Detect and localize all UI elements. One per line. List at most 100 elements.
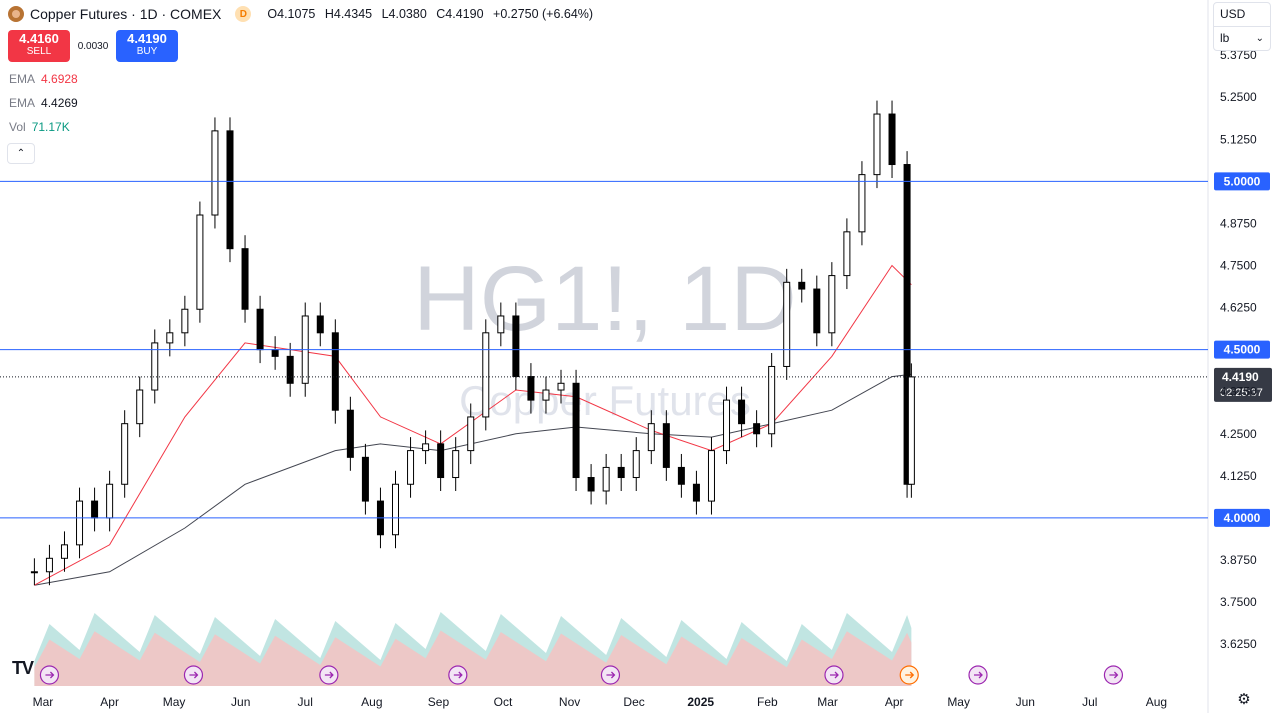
time-tick-label: Jul [298,695,313,709]
collapse-indicators-button[interactable]: ⌃ [7,143,35,164]
level-tag [1214,508,1270,527]
buy-button[interactable]: 4.4190 BUY [116,30,178,62]
time-tick-label: May [947,695,970,709]
settings-gear-icon[interactable]: ⚙ [1237,691,1251,708]
price-tick-label: 5.1250 [1220,132,1257,146]
time-axis: Mar Apr May Jun Jul Aug Sep Oct Nov Dec 2025 Feb Mar… [33,695,1167,709]
price-candle [843,231,851,277]
time-tick-label: Aug [1146,695,1167,709]
indicator-ema-slow[interactable]: EMA 4.4269 [9,96,78,110]
event-arrow-icon [974,671,983,679]
time-tick-label: Aug [361,695,382,709]
indicator-ema-fast[interactable]: EMA 4.6928 [9,72,78,86]
price-candle [151,342,159,391]
price-tick-label: 4.2500 [1220,427,1257,441]
high-value: 4.4345 [333,7,373,21]
change-value: +0.2750 (+6.64%) [493,7,594,21]
trade-panel: 4.4160 SELL 0.0030 4.4190 BUY [8,30,178,62]
time-tick-label: Jun [1016,695,1035,709]
time-tick-label: Apr [885,695,904,709]
volume-area [34,612,912,686]
volume-down-area [34,630,912,686]
price-candle [873,113,881,176]
price-candle [241,248,249,310]
last-price-label: 4.4190 [1222,370,1259,384]
price-candle [617,466,625,479]
time-tick-label: Mar [33,695,54,709]
event-arrow-icon [189,671,199,679]
last-price-tag [1214,367,1272,402]
indicator-value: 4.4269 [41,96,78,110]
price-candle [888,113,896,166]
price-tick-label: 4.1250 [1220,469,1257,483]
buy-price: 4.4190 [127,31,167,46]
price-candle [768,365,776,435]
price-candle [738,399,746,425]
indicator-name: EMA [9,72,36,86]
event-arrow-icon [324,671,334,679]
copper-logo-icon [8,6,24,22]
price-candle [196,214,204,310]
price-candle [813,288,821,334]
price-candle [166,332,174,344]
low-label: L [381,7,389,21]
level-tag [1214,172,1270,191]
price-tick-label: 4.8750 [1220,216,1257,230]
unit-value: lb [1220,31,1230,45]
event-arrow-icon [45,671,55,679]
time-tick-label: Mar [817,695,838,709]
sell-button[interactable]: 4.4160 SELL [8,30,70,62]
price-candle [542,389,550,401]
price-candle [907,376,915,485]
price-candle [407,450,415,485]
event-arrow-icon [453,671,463,679]
price-candle [467,416,475,452]
price-candle [452,450,460,479]
close-label: C [436,7,446,21]
time-tick-label: Jul [1082,695,1097,709]
price-candle [316,315,324,334]
price-candle [602,466,610,492]
price-candle [256,308,264,351]
symbol-title[interactable]: Copper Futures · 1D · COMEX [30,6,222,22]
time-tick-label: Oct [494,695,513,709]
watermark-symbol: HG1!, 1D [413,248,796,350]
price-candle [331,332,339,411]
price-candle [632,450,640,479]
price-candle [527,376,535,401]
price-tick-label: 3.8750 [1220,553,1257,567]
unit-select[interactable]: lb ⌄ [1214,26,1270,50]
time-tick-label: May [163,695,186,709]
close-value: 4.4190 [445,7,484,21]
chevron-down-icon: ⌄ [1255,33,1264,44]
price-candle [512,315,520,378]
price-candle [121,423,129,485]
price-candle [271,349,279,357]
price-candle [828,275,836,334]
indicator-volume[interactable]: Vol 71.17K [9,120,70,134]
price-candle [76,500,84,546]
event-arrow-icon [1109,671,1119,679]
watermark-name: Copper Futures [459,377,751,424]
currency-select[interactable]: USD [1214,3,1270,26]
price-tick-label: 3.7500 [1220,595,1257,609]
price-candle [211,130,219,216]
open-label: O [267,7,278,21]
price-candle [361,456,369,502]
time-tick-label: Sep [428,695,450,709]
ohlc-values: O4.1075 H4.4345 L4.0380 C4.4190 +0.2750 … [267,7,593,21]
buy-label: BUY [136,46,158,58]
price-candle [91,500,99,519]
price-candle [226,130,234,250]
level-label: 4.5000 [1224,343,1261,357]
symbol-header: Copper Futures · 1D · COMEX D O4.1075 H4… [8,4,593,24]
price-candle [903,164,911,485]
time-tick-label: 2025 [687,695,714,709]
price-tick-label: 4.6250 [1220,301,1257,315]
countdown-label: 02:25:37 [1220,387,1263,399]
event-arrow-icon [829,671,839,679]
data-status-badge[interactable]: D [235,6,252,22]
time-tick-label: Apr [100,695,119,709]
tradingview-logo[interactable]: TV [12,658,34,678]
